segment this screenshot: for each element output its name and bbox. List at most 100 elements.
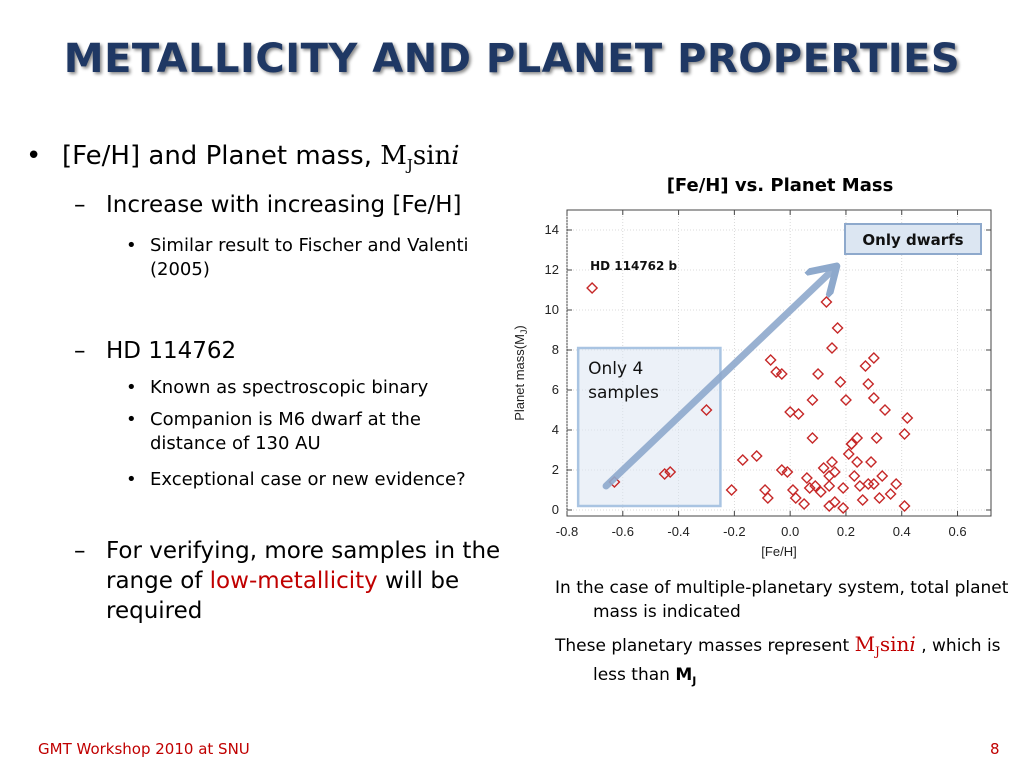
footer-title: GMT Workshop 2010 at SNU — [38, 740, 250, 758]
data-point — [812, 368, 825, 380]
trend-arrow — [602, 268, 835, 490]
data-point — [798, 498, 811, 510]
sin-symbol-note: sin — [879, 632, 910, 656]
data-point — [842, 448, 855, 460]
data-point — [823, 470, 836, 482]
data-point — [834, 376, 847, 388]
y-tick-label: 10 — [545, 302, 559, 317]
data-point — [800, 472, 813, 484]
sub-bullet-text: HD 114762 — [106, 338, 237, 364]
data-point — [839, 394, 852, 406]
data-point — [750, 450, 763, 462]
mj-symbol: M — [380, 141, 407, 171]
data-point — [859, 360, 872, 372]
y-axis-label-close: ) — [512, 325, 527, 329]
data-point — [901, 412, 914, 424]
data-point — [828, 496, 841, 508]
data-point — [823, 480, 836, 492]
mj-subscript-note: J — [875, 644, 880, 659]
data-point — [856, 494, 869, 506]
data-point — [809, 480, 822, 492]
data-point — [851, 456, 864, 468]
data-points — [586, 282, 914, 514]
sub-bullet-verifying: – For verifying, more samples in the ran… — [74, 538, 501, 624]
data-point — [826, 456, 838, 468]
only-four-samples-label-2: samples — [588, 383, 659, 403]
data-point — [865, 456, 878, 468]
x-tick-label: 0.0 — [781, 524, 799, 539]
data-point — [806, 394, 819, 406]
y-tick-label: 2 — [552, 462, 559, 477]
x-tick-labels: -0.8 -0.6 -0.4 -0.2 0.0 0.2 0.4 0.6 — [556, 524, 967, 539]
y-axis-label-sub: J — [519, 330, 529, 335]
data-point — [870, 432, 883, 444]
data-point — [898, 500, 911, 512]
data-point — [775, 368, 788, 380]
page-number: 8 — [990, 740, 1000, 758]
data-point — [867, 478, 880, 490]
y-tick-label: 6 — [552, 382, 559, 397]
data-point — [823, 500, 836, 512]
y-axis-label-main: Planet mass(M — [512, 334, 527, 421]
data-point — [586, 282, 599, 294]
mj-bold-subscript: J — [692, 674, 697, 688]
data-point — [820, 296, 833, 308]
data-point — [873, 492, 886, 504]
data-point — [764, 354, 777, 366]
data-point — [862, 478, 875, 490]
x-tick-label: -0.8 — [556, 524, 578, 539]
data-point — [898, 428, 911, 440]
data-point — [862, 378, 875, 390]
data-point — [817, 462, 830, 474]
sub-bullet-text: For verifying, more samples in the range… — [106, 538, 501, 594]
data-point — [853, 480, 866, 492]
sub-sub-bullet-fischer: • Similar result to Fischer and Valenti … — [124, 234, 484, 282]
sub-sub-bullet-text: Similar result to Fischer and Valenti (2… — [150, 235, 469, 280]
data-point — [845, 438, 858, 450]
only-four-samples-label-1: Only 4 — [588, 359, 643, 379]
only-dwarfs-label: Only dwarfs — [862, 231, 963, 249]
note-mjsini: These planetary masses represent MJsini … — [555, 632, 1015, 694]
bullet-marker: • — [26, 141, 42, 171]
low-metallicity-highlight: low-metallicity — [209, 568, 378, 594]
mj-symbol-note: M — [854, 632, 876, 656]
y-tick-label: 14 — [545, 222, 559, 237]
data-point — [851, 432, 864, 444]
note-text-mid: , which is less than — [593, 636, 1001, 686]
data-point — [789, 492, 802, 504]
chart-notes: In the case of multiple-planetary system… — [555, 576, 1015, 702]
x-tick-label: -0.6 — [612, 524, 634, 539]
sin-symbol: sin — [412, 141, 452, 171]
y-tick-labels: 0 2 4 6 8 10 12 14 — [545, 222, 559, 517]
x-tick-label: -0.4 — [667, 524, 689, 539]
data-point — [831, 322, 844, 334]
scatter-chart: -0.8 -0.6 -0.4 -0.2 0.0 0.2 0.4 0.6 0 2 4 6 8 10 12 14… — [512, 209, 992, 559]
data-point — [876, 470, 889, 482]
data-point — [814, 486, 827, 498]
data-point — [848, 470, 861, 482]
x-tick-label: 0.4 — [893, 524, 911, 539]
bullet-text: [Fe/H] and Planet mass, — [62, 141, 381, 171]
data-point — [781, 466, 794, 478]
sub-sub-bullet-text: Known as spectroscopic binary — [150, 377, 429, 398]
only-four-samples-box — [576, 346, 722, 508]
data-point — [837, 482, 850, 494]
x-tick-label: 0.2 — [837, 524, 855, 539]
sub-sub-bullet-exceptional: • Exceptional case or new evidence? — [124, 468, 524, 492]
sub-bullet-text: Increase with increasing [Fe/H] — [106, 192, 462, 218]
i-symbol-note: i — [909, 632, 916, 656]
x-tick-label: -0.2 — [723, 524, 745, 539]
data-point — [828, 466, 841, 478]
sub-bullet-text-end: will be required — [106, 568, 460, 624]
data-point — [725, 484, 738, 496]
y-axis-label: Planet mass(MJ) — [512, 325, 529, 421]
data-point — [761, 492, 774, 504]
data-point — [806, 432, 819, 444]
mj-subscript: J — [406, 156, 413, 175]
sub-sub-bullet-companion: • Companion is M6 dwarf at the distance … — [124, 408, 484, 456]
y-tick-label: 0 — [552, 502, 559, 517]
data-point — [837, 502, 850, 514]
chart-title: [Fe/H] vs. Planet Mass — [666, 175, 894, 196]
data-point — [658, 468, 671, 480]
data-point — [867, 392, 880, 404]
